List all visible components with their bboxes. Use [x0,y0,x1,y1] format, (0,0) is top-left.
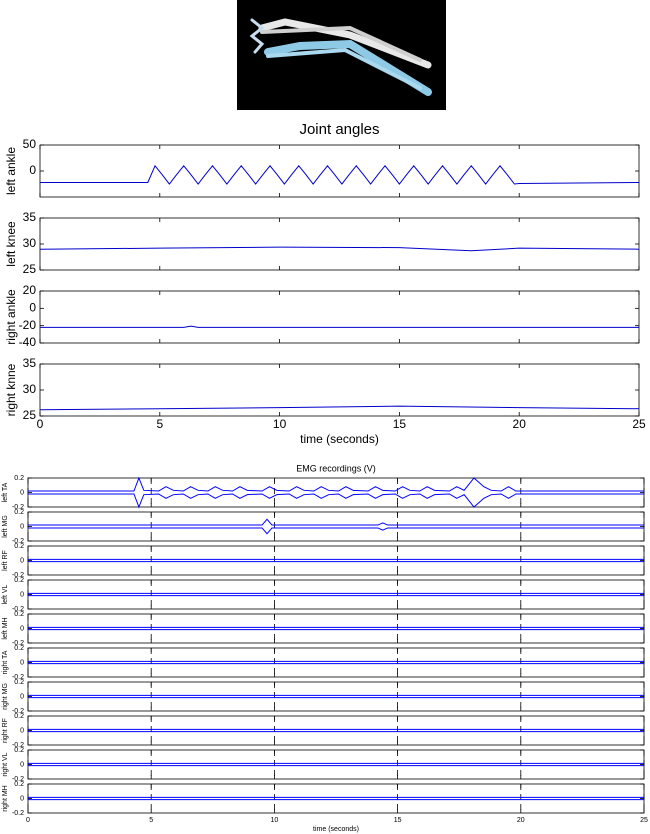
x-tick-label: 5 [156,417,163,431]
y-tick-label: -0.2 [12,742,24,749]
y-tick-label: 20 [23,283,37,297]
y-axis-label: left knee [4,221,18,267]
y-tick-label: 0 [20,489,24,496]
y-axis-label: left MG [2,515,9,538]
y-tick-label: -0.2 [12,776,24,783]
panel-frame [39,290,640,344]
y-tick-label: 0 [20,659,24,666]
y-tick-label: 0.2 [14,713,24,720]
y-axis-label: right RF [2,718,9,743]
y-tick-label: 30 [23,236,37,250]
y-tick-label: 0 [20,727,24,734]
y-axis-label: left ankle [4,147,18,195]
y-tick-label: 0.2 [14,781,24,788]
x-tick-label: 15 [393,417,407,431]
panel-frame [39,217,640,271]
y-tick-label: 35 [23,356,37,370]
y-axis-label: left MH [2,617,9,639]
chart-title: Joint angles [299,121,379,138]
panel-frame [39,144,640,198]
envelope-lower [28,527,644,535]
y-tick-label: -0.2 [12,674,24,681]
panel-frame [27,681,645,712]
y-tick-label: -0.2 [12,504,24,511]
y-tick-label: 0.2 [14,475,24,482]
y-tick-label: -40 [19,335,37,349]
y-axis-label: right VL [2,752,9,776]
x-tick-label: 20 [517,817,525,824]
panel-frame [27,647,645,678]
y-tick-label: 0 [20,625,24,632]
panel-frame [27,749,645,780]
y-axis-label: left TA [2,482,9,502]
y-tick-label: 0.2 [14,645,24,652]
y-tick-label: 0.2 [14,747,24,754]
y-axis-label: right ankle [4,289,18,345]
x-tick-label: 10 [273,417,287,431]
chart-title: EMG recordings (V) [296,463,376,473]
x-tick-label: 0 [37,417,44,431]
y-tick-label: 0 [20,795,24,802]
y-tick-label: 0.2 [14,611,24,618]
y-axis-label: left RF [2,550,9,571]
panel-frame [27,511,645,542]
x-tick-label: 0 [26,817,30,824]
y-tick-label: 0 [20,557,24,564]
envelope-lower [28,493,644,509]
y-tick-label: 0 [20,523,24,530]
y-tick-label: 0.2 [14,679,24,686]
y-axis-label: left VL [2,584,9,604]
y-tick-label: 0 [20,591,24,598]
y-tick-label: 0.2 [14,509,24,516]
y-tick-label: 0 [20,761,24,768]
line-trace [39,246,640,252]
y-tick-label: 25 [23,262,37,276]
panel-frame [27,477,645,508]
y-tick-label: 0 [29,301,36,315]
x-tick-label: 10 [271,817,279,824]
line-trace [40,164,640,185]
panel-frame [27,579,645,610]
x-axis-label: time (seconds) [313,826,359,833]
x-tick-label: 5 [149,817,153,824]
envelope-upper [28,476,644,492]
y-tick-label: 50 [23,137,37,151]
y-tick-label: 0 [29,163,36,177]
y-tick-label: 25 [23,408,37,422]
line-trace [39,405,640,411]
x-tick-label: 15 [394,817,402,824]
panel-frame [27,783,645,814]
y-axis-label: right knne [4,363,18,416]
y-axis-label: right MH [2,785,9,811]
x-tick-label: 25 [632,417,646,431]
y-tick-label: -0.2 [12,572,24,579]
y-tick-label: 0 [20,693,24,700]
y-tick-label: -20 [19,318,37,332]
panel-frame [27,613,645,644]
envelope-upper [28,518,644,526]
y-tick-label: 30 [23,382,37,396]
panel-frame [27,715,645,746]
panel-frame [27,545,645,576]
y-tick-label: -0.2 [12,606,24,613]
y-tick-label: -0.2 [12,708,24,715]
y-tick-label: -0.2 [12,538,24,545]
y-tick-label: -0.2 [12,640,24,647]
y-tick-label: -0.2 [12,810,24,817]
y-axis-label: right MG [2,683,9,710]
y-tick-label: 35 [23,210,37,224]
y-axis-label: right TA [2,650,9,674]
x-axis-label: time (seconds) [300,432,379,446]
y-tick-label: 0.2 [14,543,24,550]
y-tick-label: 0.2 [14,577,24,584]
line-trace [40,325,639,328]
x-tick-label: 20 [513,417,527,431]
skeleton-image [237,0,446,110]
x-tick-label: 25 [640,817,648,824]
